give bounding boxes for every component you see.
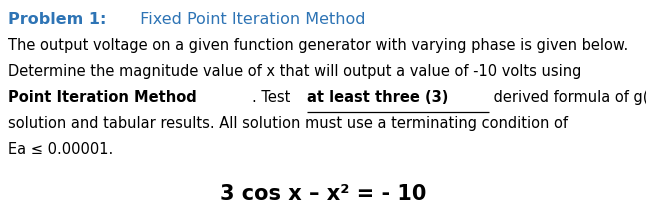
Text: Fixed Point Iteration Method: Fixed Point Iteration Method: [135, 12, 366, 27]
Text: solution and tabular results. All solution must use a terminating condition of: solution and tabular results. All soluti…: [8, 116, 568, 131]
Text: derived formula of g(x); show: derived formula of g(x); show: [490, 90, 646, 105]
Text: The output voltage on a given function generator with varying phase is given bel: The output voltage on a given function g…: [8, 38, 629, 53]
Text: Ea ≤ 0.00001.: Ea ≤ 0.00001.: [8, 142, 113, 157]
Text: at least three (3): at least three (3): [307, 90, 448, 105]
Text: . Test: . Test: [251, 90, 295, 105]
Text: Point Iteration Method: Point Iteration Method: [8, 90, 197, 105]
Text: Problem 1:: Problem 1:: [8, 12, 107, 27]
Text: 3 cos x – x² = - 10: 3 cos x – x² = - 10: [220, 184, 426, 204]
Text: Determine the magnitude value of x that will output a value of -10 volts using: Determine the magnitude value of x that …: [8, 64, 586, 79]
